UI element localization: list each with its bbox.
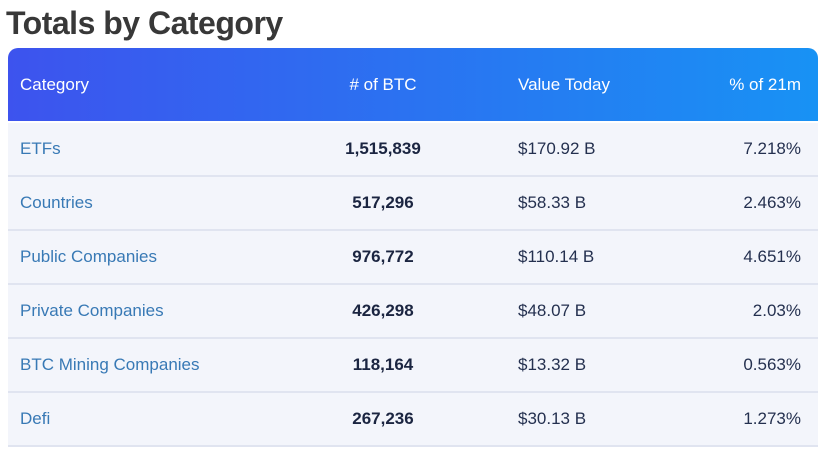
category-link-countries[interactable]: Countries [20,193,93,212]
btc-amount: 1,515,839 [345,139,421,158]
category-link-btc-mining-companies[interactable]: BTC Mining Companies [20,355,200,374]
value-today: $13.32 B [518,355,587,374]
category-link-private-companies[interactable]: Private Companies [20,301,164,320]
btc-amount: 267,236 [352,409,414,428]
pct-of-21m: 1.273% [743,409,801,428]
category-link-etfs[interactable]: ETFs [20,139,61,158]
totals-by-category-table: Category # of BTC Value Today % of 21m E… [8,48,818,447]
btc-amount: 517,296 [352,193,414,212]
pct-of-21m: 0.563% [743,355,801,374]
table-row: ETFs 1,515,839 $170.92 B 7.218% [8,123,818,177]
column-header-btc: # of BTC [349,74,417,94]
page-title: Totals by Category [6,5,283,41]
column-header-category: Category [20,74,89,94]
pct-of-21m: 4.651% [743,247,801,266]
table-row: Defi 267,236 $30.13 B 1.273% [8,393,818,447]
pct-of-21m: 7.218% [743,139,801,158]
value-today: $170.92 B [518,139,596,158]
table-header-row: Category # of BTC Value Today % of 21m [8,48,818,121]
value-today: $30.13 B [518,409,587,428]
category-link-public-companies[interactable]: Public Companies [20,247,158,266]
btc-amount: 118,164 [352,355,414,374]
pct-of-21m: 2.03% [752,301,801,320]
category-link-defi[interactable]: Defi [20,409,51,428]
column-header-pct: % of 21m [729,74,801,94]
pct-of-21m: 2.463% [743,193,801,212]
value-today: $48.07 B [518,301,587,320]
column-header-value: Value Today [518,74,610,94]
table-row: Countries 517,296 $58.33 B 2.463% [8,177,818,231]
table-body: ETFs 1,515,839 $170.92 B 7.218% Countrie… [8,123,818,447]
table-row: Public Companies 976,772 $110.14 B 4.651… [8,231,818,285]
table-row: BTC Mining Companies 118,164 $13.32 B 0.… [8,339,818,393]
table-row: Private Companies 426,298 $48.07 B 2.03% [8,285,818,339]
value-today: $110.14 B [518,247,595,266]
value-today: $58.33 B [518,193,587,212]
btc-amount: 976,772 [352,247,414,266]
btc-amount: 426,298 [352,301,414,320]
